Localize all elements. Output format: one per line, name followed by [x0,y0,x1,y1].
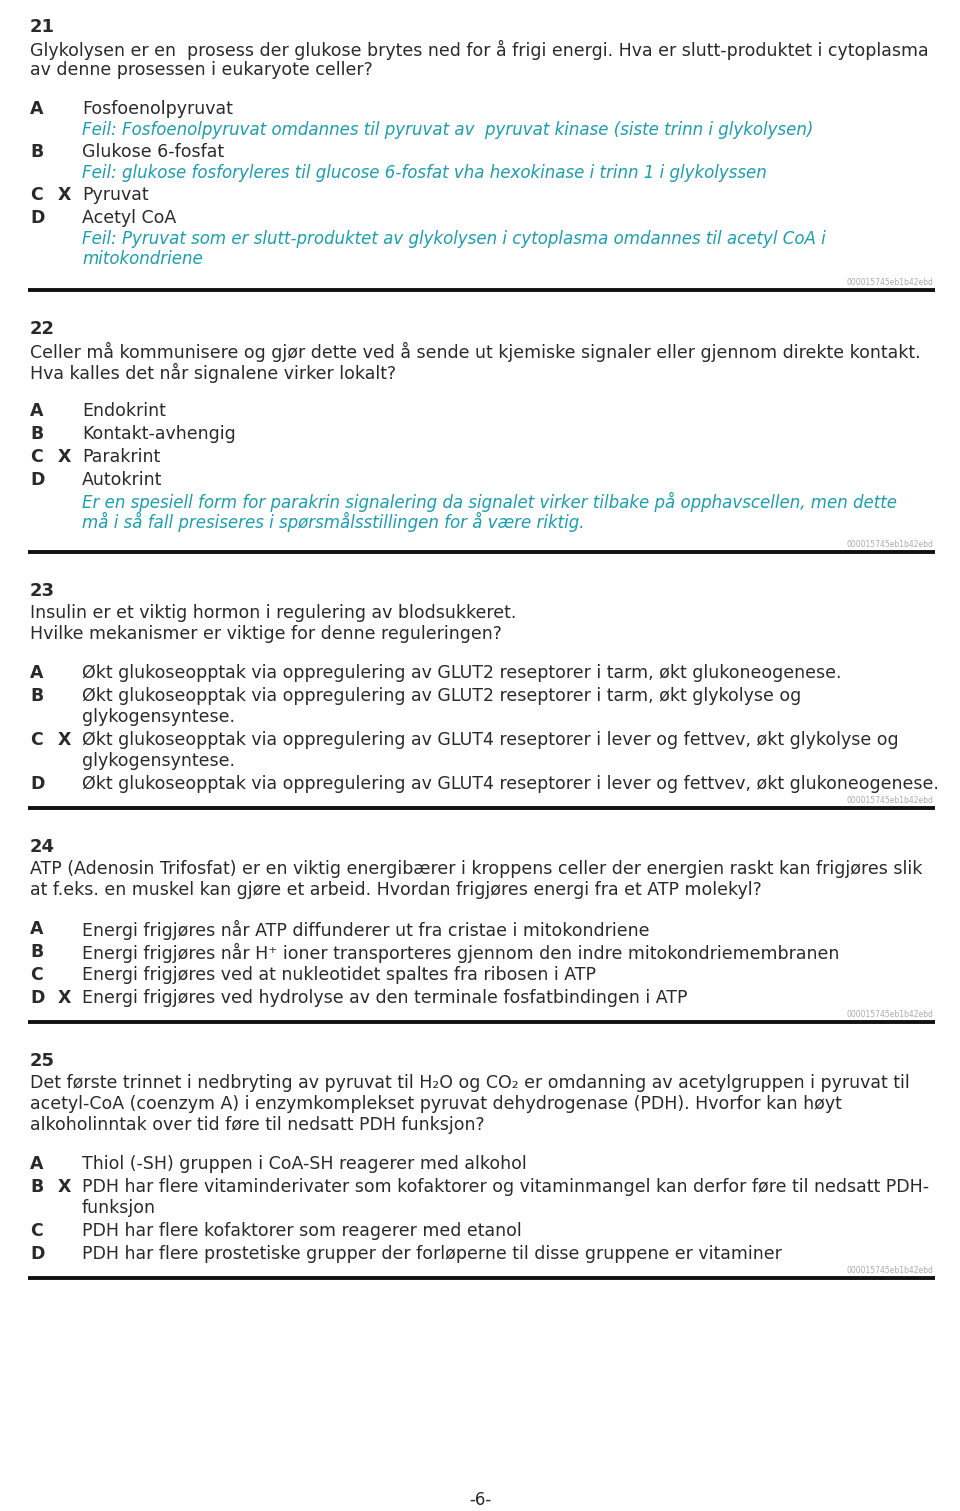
Text: Feil: glukose fosforyleres til glucose 6-fosfat vha hexokinase i trinn 1 i glyko: Feil: glukose fosforyleres til glucose 6… [82,165,767,181]
Text: 21: 21 [30,18,55,36]
Text: C: C [30,1222,43,1241]
Text: D: D [30,209,44,227]
Text: X: X [58,186,71,204]
Text: A: A [30,100,43,118]
Text: 000015745eb1b42ebd: 000015745eb1b42ebd [846,539,933,548]
Text: C: C [30,186,43,204]
Text: B: B [30,425,43,443]
Text: B: B [30,144,43,162]
Text: Pyruvat: Pyruvat [82,186,149,204]
Text: acetyl-CoA (coenzym A) i enzymkomplekset pyruvat dehydrogenase (PDH). Hvorfor ka: acetyl-CoA (coenzym A) i enzymkomplekset… [30,1095,842,1114]
Text: Glykolysen er en  prosess der glukose brytes ned for å frigi energi. Hva er slut: Glykolysen er en prosess der glukose bry… [30,39,928,60]
Text: PDH har flere kofaktorer som reagerer med etanol: PDH har flere kofaktorer som reagerer me… [82,1222,521,1241]
Text: PDH har flere prostetiske grupper der forløperne til disse gruppene er vitaminer: PDH har flere prostetiske grupper der fo… [82,1245,781,1263]
Text: B: B [30,688,43,706]
Text: X: X [58,731,71,749]
Text: D: D [30,471,44,490]
Text: D: D [30,775,44,793]
Text: Autokrint: Autokrint [82,471,162,490]
Text: Energi frigjøres når ATP diffunderer ut fra cristae i mitokondriene: Energi frigjøres når ATP diffunderer ut … [82,920,650,940]
Text: 22: 22 [30,320,55,338]
Text: 000015745eb1b42ebd: 000015745eb1b42ebd [846,1009,933,1018]
Text: Energi frigjøres ved at nukleotidet spaltes fra ribosen i ATP: Energi frigjøres ved at nukleotidet spal… [82,966,596,984]
Text: PDH har flere vitaminderivater som kofaktorer og vitaminmangel kan derfor føre t: PDH har flere vitaminderivater som kofak… [82,1179,929,1197]
Text: 000015745eb1b42ebd: 000015745eb1b42ebd [846,796,933,805]
Text: Insulin er et viktig hormon i regulering av blodsukkeret.: Insulin er et viktig hormon i regulering… [30,604,516,623]
Text: A: A [30,663,43,681]
Text: Celler må kommunisere og gjør dette ved å sende ut kjemiske signaler eller gjenn: Celler må kommunisere og gjør dette ved … [30,341,921,363]
Text: alkoholinntak over tid føre til nedsatt PDH funksjon?: alkoholinntak over tid føre til nedsatt … [30,1117,485,1133]
Text: Feil: Pyruvat som er slutt­produktet av glykolysen i cytoplasma omdannes til ace: Feil: Pyruvat som er slutt­produktet av … [82,230,826,248]
Text: Energi frigjøres når H⁺ ioner transporteres gjennom den indre mitokondriemembran: Energi frigjøres når H⁺ ioner transporte… [82,943,839,963]
Text: A: A [30,402,43,420]
Text: Er en spesiell form for parakrin signalering da signalet virker tilbake på oppha: Er en spesiell form for parakrin signale… [82,493,897,512]
Text: Endokrint: Endokrint [82,402,166,420]
Text: Økt glukoseopptak via oppregulering av GLUT4 reseptorer i lever og fettvev, økt : Økt glukoseopptak via oppregulering av G… [82,731,899,749]
Text: C: C [30,731,43,749]
Text: Feil: Fosfoenolpyruvat omdannes til pyruvat av  pyruvat kinase (siste trinn i gl: Feil: Fosfoenolpyruvat omdannes til pyru… [82,121,813,139]
Text: Acetyl CoA: Acetyl CoA [82,209,177,227]
Text: C: C [30,966,43,984]
Text: X: X [58,1179,71,1197]
Text: D: D [30,1245,44,1263]
Text: Økt glukoseopptak via oppregulering av GLUT2 reseptorer i tarm, økt glykolyse og: Økt glukoseopptak via oppregulering av G… [82,688,802,706]
Text: Kontakt-avhengig: Kontakt-avhengig [82,425,236,443]
Text: glykogensyntese.: glykogensyntese. [82,709,235,725]
Text: X: X [58,447,71,465]
Text: Glukose 6-fosfat: Glukose 6-fosfat [82,144,224,162]
Text: Økt glukoseopptak via oppregulering av GLUT2 reseptorer i tarm, økt glukoneogene: Økt glukoseopptak via oppregulering av G… [82,663,842,681]
Text: må i så fall presiseres i spørsmålsstillingen for å være riktig.: må i så fall presiseres i spørsmålsstill… [82,512,585,532]
Text: C: C [30,447,43,465]
Text: funksjon: funksjon [82,1200,156,1216]
Text: A: A [30,1154,43,1173]
Text: Det første trinnet i nedbryting av pyruvat til H₂O og CO₂ er omdanning av acetyl: Det første trinnet i nedbryting av pyruv… [30,1074,910,1092]
Text: glykogensyntese.: glykogensyntese. [82,752,235,771]
Text: D: D [30,990,44,1006]
Text: at f.eks. en muskel kan gjøre et arbeid. Hvordan frigjøres energi fra et ATP mol: at f.eks. en muskel kan gjøre et arbeid.… [30,881,761,899]
Text: 25: 25 [30,1052,55,1070]
Text: 23: 23 [30,582,55,600]
Text: Parakrint: Parakrint [82,447,160,465]
Text: 24: 24 [30,839,55,857]
Text: X: X [58,990,71,1006]
Text: 000015745eb1b42ebd: 000015745eb1b42ebd [846,1266,933,1275]
Text: Hva kalles det når signalene virker lokalt?: Hva kalles det når signalene virker loka… [30,363,396,384]
Text: Energi frigjøres ved hydrolyse av den terminale fosfatbindingen i ATP: Energi frigjøres ved hydrolyse av den te… [82,990,687,1006]
Text: Hvilke mekanismer er viktige for denne reguleringen?: Hvilke mekanismer er viktige for denne r… [30,626,502,644]
Text: Økt glukoseopptak via oppregulering av GLUT4 reseptorer i lever og fettvev, økt : Økt glukoseopptak via oppregulering av G… [82,775,939,793]
Text: B: B [30,943,43,961]
Text: A: A [30,920,43,938]
Text: mitokondriene: mitokondriene [82,249,203,267]
Text: av denne prosessen i eukaryote celler?: av denne prosessen i eukaryote celler? [30,60,372,79]
Text: -6-: -6- [468,1491,492,1509]
Text: B: B [30,1179,43,1197]
Text: Fosfoenolpyruvat: Fosfoenolpyruvat [82,100,233,118]
Text: 000015745eb1b42ebd: 000015745eb1b42ebd [846,278,933,287]
Text: ATP (Adenosin Trifosfat) er en viktig energibærer i kroppens celler der energien: ATP (Adenosin Trifosfat) er en viktig en… [30,860,923,878]
Text: Thiol (-SH) gruppen i CoA-SH reagerer med alkohol: Thiol (-SH) gruppen i CoA-SH reagerer me… [82,1154,527,1173]
